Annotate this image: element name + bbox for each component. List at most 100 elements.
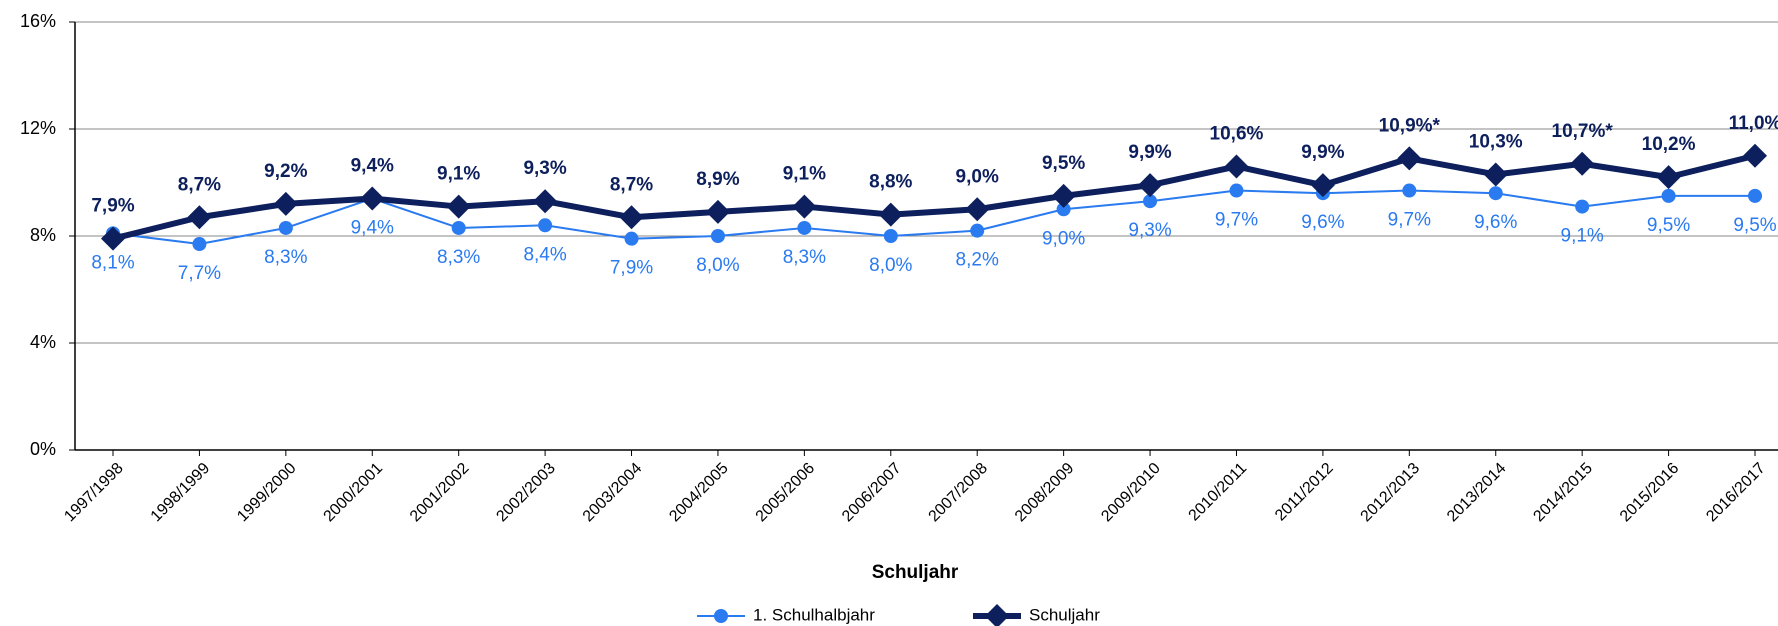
y-tick-label: 8% [30,225,56,245]
data-point [1575,199,1590,214]
y-tick-label: 0% [30,439,56,459]
x-axis-title: Schuljahr [872,562,959,583]
data-point [710,229,725,243]
x-tick-label: 2008/2009 [1012,460,1078,526]
x-tick-label: 2000/2001 [321,460,387,526]
data-label: 8,9% [696,169,739,190]
data-label: 8,7% [178,174,221,195]
data-label: 10,9%* [1379,115,1441,136]
data-label: 8,3% [783,247,826,268]
x-tick-label: 2004/2005 [666,460,732,526]
data-point [1656,165,1681,190]
x-tick-label: 2014/2015 [1530,460,1596,526]
data-label: 9,0% [956,166,999,187]
x-tick-label: 2009/2010 [1098,460,1164,526]
data-label: 7,9% [91,196,134,217]
data-label: 10,7%* [1552,121,1614,142]
data-label: 8,0% [869,255,912,276]
data-point [1661,188,1676,203]
x-tick-label: 1997/1998 [61,460,127,526]
data-label: 9,9% [1301,142,1344,163]
data-label: 9,1% [1561,226,1604,247]
data-label: 9,3% [1128,220,1171,241]
data-point [1483,162,1508,187]
data-point [1310,173,1335,198]
data-point [619,205,644,230]
data-point [624,231,639,246]
data-point [187,205,212,230]
x-tick-label: 2012/2013 [1358,460,1424,526]
data-label: 9,7% [1388,210,1431,231]
x-tick-label: 2003/2004 [580,460,646,526]
y-tick-label: 4% [30,332,56,352]
x-tick-label: 2011/2012 [1272,460,1337,525]
data-label: 9,1% [437,164,480,185]
data-point [883,229,898,243]
data-label: 8,4% [523,244,566,265]
data-label: 8,3% [437,247,480,268]
data-point [101,226,125,251]
x-tick-label: 2013/2014 [1444,460,1510,526]
data-point [1570,151,1595,176]
data-label: 10,3% [1469,131,1523,152]
data-point [714,609,728,623]
data-label: 9,1% [783,164,826,185]
data-label: 9,6% [1301,212,1344,233]
data-label: 9,5% [1733,215,1776,236]
data-label: 8,3% [264,247,307,268]
data-point [970,223,985,238]
data-label: 9,5% [1042,153,1085,174]
x-tick-label: 2015/2016 [1617,460,1683,526]
x-tick-label: 2005/2006 [753,460,819,526]
data-label: 10,6% [1210,123,1264,144]
x-tick-label: 1999/2000 [234,460,300,526]
data-label: 9,7% [1215,210,1258,231]
data-point [705,199,730,224]
x-tick-label: 2006/2007 [839,460,905,526]
data-point [965,197,990,222]
data-point [792,194,817,219]
x-tick-label: 2010/2011 [1186,460,1251,525]
data-point [1488,186,1503,201]
data-label: 9,6% [1474,212,1517,233]
data-point [1748,188,1762,203]
data-label: 10,2% [1642,134,1696,155]
data-label: 8,1% [91,252,134,273]
x-tick-label: 2001/2002 [407,460,473,526]
x-tick-label: 1998/1999 [148,460,214,526]
data-label: 11,0% [1729,113,1778,134]
x-tick-label: 2016/2017 [1703,460,1769,526]
data-point [360,186,385,211]
data-point [538,218,553,233]
data-label: 7,7% [178,263,221,284]
y-tick-label: 12% [20,118,56,138]
data-point [1402,183,1417,198]
data-label: 9,4% [351,156,394,177]
data-label: 8,7% [610,174,653,195]
x-tick-label: 2002/2003 [493,460,559,526]
data-point [533,189,558,214]
data-point [985,604,1009,626]
data-point [1224,154,1249,179]
data-point [192,237,207,252]
data-point [273,191,298,216]
data-point [1056,202,1071,217]
data-point [278,220,293,235]
legend-label: Schuljahr [1029,605,1100,624]
data-point [1743,143,1767,168]
data-label: 8,0% [696,255,739,276]
series-line [112,189,1755,246]
data-point [878,202,903,227]
x-tick-label: 2007/2008 [926,460,992,526]
data-point [1143,194,1158,209]
y-tick-label: 16% [20,11,56,31]
data-point [446,194,471,219]
data-label: 7,9% [610,258,653,279]
legend-label: 1. Schulhalbjahr [753,605,875,624]
data-point [797,220,812,235]
data-point [1051,183,1076,208]
data-label: 8,2% [956,250,999,271]
data-label: 9,4% [351,218,394,239]
series-line [112,152,1756,242]
